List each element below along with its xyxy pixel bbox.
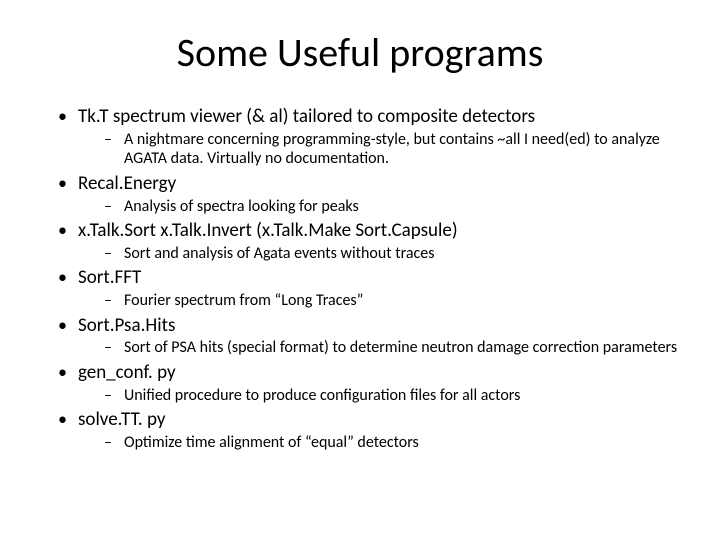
list-item: Recal.Energy Analysis of spectra looking… [58, 172, 690, 216]
sub-list-item: Analysis of spectra looking for peaks [104, 197, 690, 217]
list-item-label: solve.TT. py [78, 408, 166, 431]
list-item-label: Tk.T spectrum viewer (& al) tailored to … [78, 105, 535, 128]
sub-list: Sort and analysis of Agata events withou… [78, 244, 690, 264]
list-item: Tk.T spectrum viewer (& al) tailored to … [58, 105, 690, 169]
list-item: x.Talk.Sort x.Talk.Invert (x.Talk.Make S… [58, 219, 690, 263]
sub-list-item: Sort and analysis of Agata events withou… [104, 244, 690, 264]
sub-list: Sort of PSA hits (special format) to det… [78, 338, 690, 358]
sub-list: Fourier spectrum from “Long Traces” [78, 291, 690, 311]
list-item-label: Sort.FFT [78, 266, 141, 289]
sub-list-item: A nightmare concerning programming-style… [104, 130, 690, 169]
sub-list-item: Unified procedure to produce configurati… [104, 386, 690, 406]
slide-title: Some Useful programs [30, 28, 690, 77]
bullet-list: Tk.T spectrum viewer (& al) tailored to … [30, 105, 690, 452]
sub-list: A nightmare concerning programming-style… [78, 130, 690, 169]
list-item-label: Sort.Psa.Hits [78, 314, 175, 337]
list-item: solve.TT. py Optimize time alignment of … [58, 408, 690, 452]
list-item: gen_conf. py Unified procedure to produc… [58, 361, 690, 405]
list-item: Sort.Psa.Hits Sort of PSA hits (special … [58, 314, 690, 358]
list-item-label: Recal.Energy [78, 172, 176, 195]
sub-list-item: Optimize time alignment of “equal” detec… [104, 433, 690, 453]
sub-list-item: Fourier spectrum from “Long Traces” [104, 291, 690, 311]
list-item: Sort.FFT Fourier spectrum from “Long Tra… [58, 266, 690, 310]
sub-list-item: Sort of PSA hits (special format) to det… [104, 338, 690, 358]
sub-list: Optimize time alignment of “equal” detec… [78, 433, 690, 453]
list-item-label: gen_conf. py [78, 361, 176, 384]
sub-list: Unified procedure to produce configurati… [78, 386, 690, 406]
slide: Some Useful programs Tk.T spectrum viewe… [0, 0, 720, 540]
sub-list: Analysis of spectra looking for peaks [78, 197, 690, 217]
list-item-label: x.Talk.Sort x.Talk.Invert (x.Talk.Make S… [78, 219, 458, 242]
